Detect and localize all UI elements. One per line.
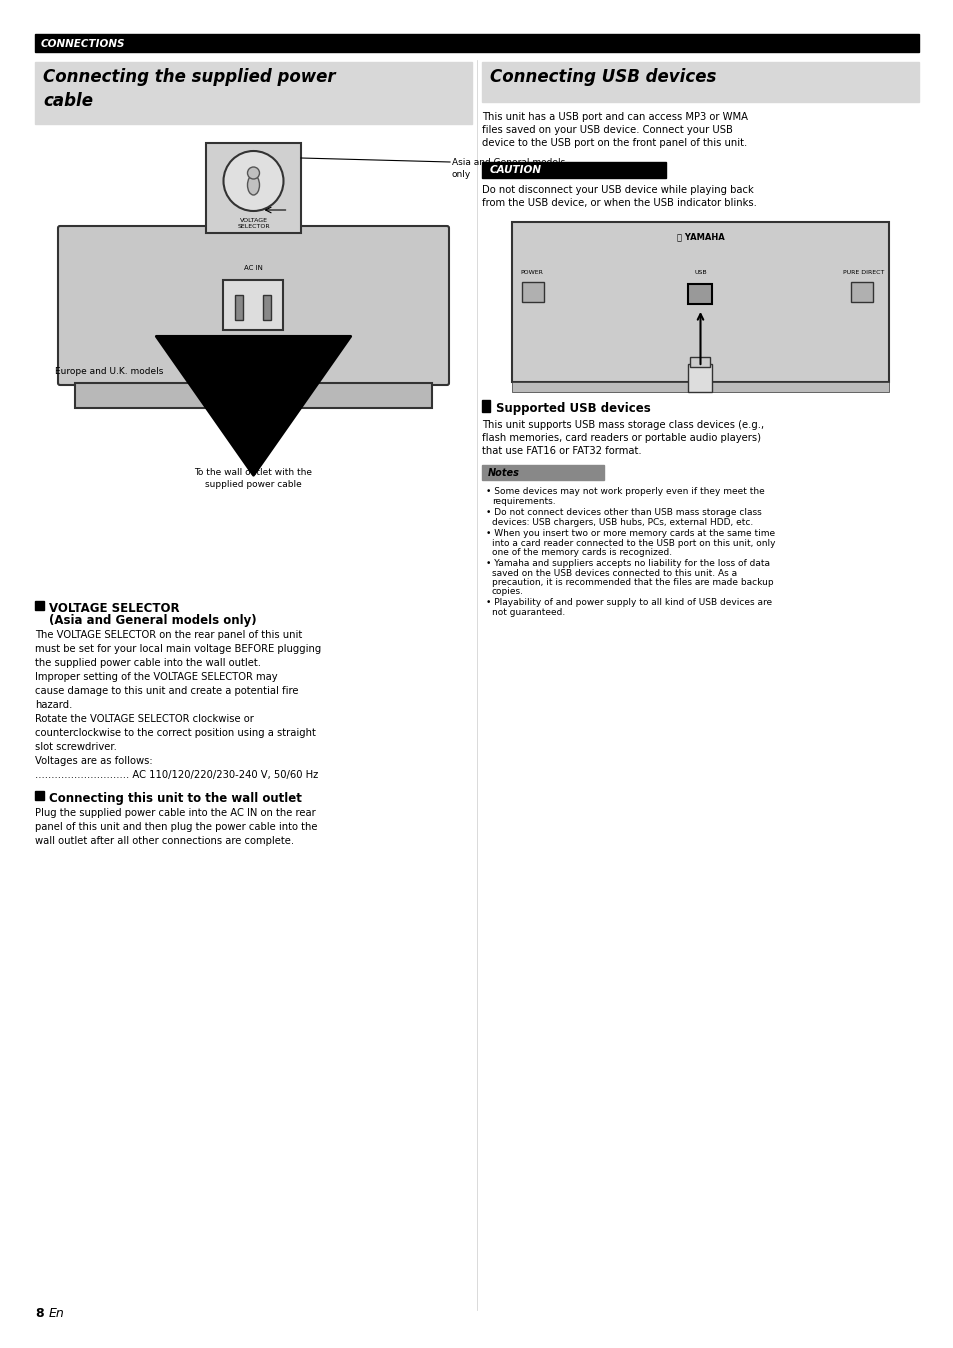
Bar xyxy=(481,465,604,480)
Circle shape xyxy=(247,167,259,179)
Text: into a card reader connected to the USB port on this unit, only: into a card reader connected to the USB … xyxy=(492,539,775,549)
Text: • Do not connect devices other than USB mass storage class: • Do not connect devices other than USB … xyxy=(485,508,760,518)
Text: The VOLTAGE SELECTOR on the rear panel of this unit
must be set for your local m: The VOLTAGE SELECTOR on the rear panel o… xyxy=(35,630,321,780)
FancyBboxPatch shape xyxy=(58,226,449,386)
Ellipse shape xyxy=(247,175,259,195)
Text: USB: USB xyxy=(694,270,706,275)
Text: PURE DIRECT: PURE DIRECT xyxy=(842,270,883,275)
Text: not guaranteed.: not guaranteed. xyxy=(492,608,565,617)
Bar xyxy=(481,400,490,412)
Text: En: En xyxy=(49,1308,65,1320)
Bar xyxy=(75,383,432,408)
Text: copies.: copies. xyxy=(492,586,523,596)
Text: Europe and U.K. models: Europe and U.K. models xyxy=(55,367,163,376)
Text: VOLTAGE SELECTOR: VOLTAGE SELECTOR xyxy=(49,603,179,615)
Text: requirements.: requirements. xyxy=(492,497,555,506)
Bar xyxy=(521,282,543,302)
Text: AC IN: AC IN xyxy=(244,266,263,271)
Text: This unit supports USB mass storage class devices (e.g.,
flash memories, card re: This unit supports USB mass storage clas… xyxy=(481,421,763,457)
Text: 8: 8 xyxy=(35,1308,44,1320)
Bar xyxy=(688,364,712,392)
Text: Do not disconnect your USB device while playing back
from the USB device, or whe: Do not disconnect your USB device while … xyxy=(481,185,756,208)
Bar xyxy=(263,295,272,319)
Text: • When you insert two or more memory cards at the same time: • When you insert two or more memory car… xyxy=(485,528,774,538)
Text: Supported USB devices: Supported USB devices xyxy=(496,402,650,415)
Text: Connecting USB devices: Connecting USB devices xyxy=(490,67,716,86)
Text: • Yamaha and suppliers accepts no liability for the loss of data: • Yamaha and suppliers accepts no liabil… xyxy=(485,559,769,568)
Bar xyxy=(481,62,918,102)
Text: Plug the supplied power cable into the AC IN on the rear
panel of this unit and : Plug the supplied power cable into the A… xyxy=(35,807,317,847)
Text: VOLTAGE
SELECTOR: VOLTAGE SELECTOR xyxy=(237,218,270,229)
Text: devices: USB chargers, USB hubs, PCs, external HDD, etc.: devices: USB chargers, USB hubs, PCs, ex… xyxy=(492,518,753,527)
Text: CONNECTIONS: CONNECTIONS xyxy=(41,39,126,49)
Bar xyxy=(690,357,710,367)
Bar xyxy=(223,280,283,330)
Bar xyxy=(35,62,472,124)
Bar xyxy=(206,143,301,233)
Text: (Asia and General models only): (Asia and General models only) xyxy=(49,613,256,627)
Bar xyxy=(512,381,888,392)
Text: Notes: Notes xyxy=(488,468,519,479)
Text: ⭐ YAMAHA: ⭐ YAMAHA xyxy=(676,232,723,241)
Bar xyxy=(235,295,243,319)
Bar xyxy=(35,601,44,611)
Bar xyxy=(850,282,872,302)
Text: CAUTION: CAUTION xyxy=(490,164,541,175)
Bar xyxy=(35,34,918,53)
Text: one of the memory cards is recognized.: one of the memory cards is recognized. xyxy=(492,549,672,557)
Bar xyxy=(688,284,712,305)
Text: POWER: POWER xyxy=(520,270,543,275)
Bar xyxy=(35,791,44,799)
Text: precaution, it is recommended that the files are made backup: precaution, it is recommended that the f… xyxy=(492,578,773,586)
Text: • Playability of and power supply to all kind of USB devices are: • Playability of and power supply to all… xyxy=(485,599,771,607)
Text: To the wall outlet with the
supplied power cable: To the wall outlet with the supplied pow… xyxy=(194,468,313,489)
Circle shape xyxy=(223,151,283,212)
Text: Asia and General models
only: Asia and General models only xyxy=(452,158,565,179)
Text: Connecting the supplied power
cable: Connecting the supplied power cable xyxy=(43,67,335,109)
Text: • Some devices may not work properly even if they meet the: • Some devices may not work properly eve… xyxy=(485,487,764,496)
Bar xyxy=(512,222,888,381)
Text: Connecting this unit to the wall outlet: Connecting this unit to the wall outlet xyxy=(49,793,301,805)
Text: This unit has a USB port and can access MP3 or WMA
files saved on your USB devic: This unit has a USB port and can access … xyxy=(481,112,747,148)
Text: saved on the USB devices connected to this unit. As a: saved on the USB devices connected to th… xyxy=(492,569,737,578)
Bar xyxy=(481,162,665,178)
